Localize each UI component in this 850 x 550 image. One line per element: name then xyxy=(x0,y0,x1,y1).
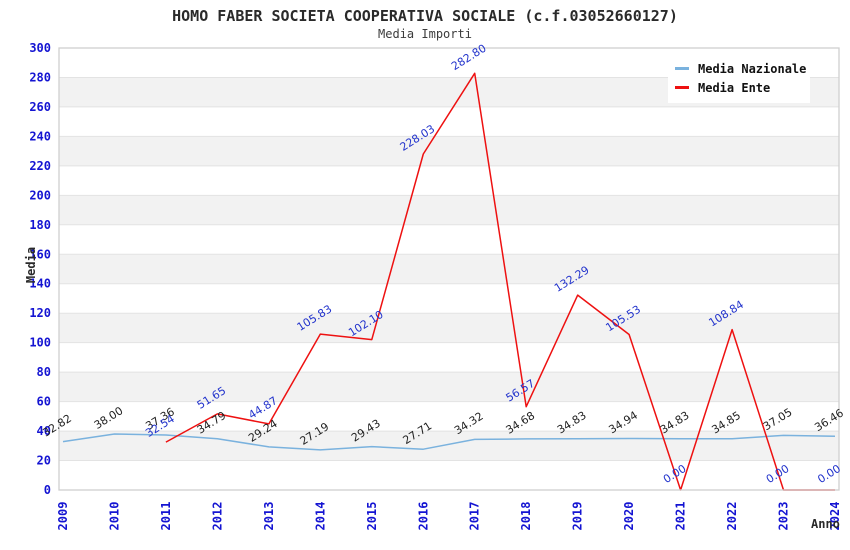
plot-band xyxy=(59,224,839,255)
y-tick-label: 100 xyxy=(29,336,51,350)
legend: Media Nazionale Media Ente xyxy=(668,55,810,103)
plot-band xyxy=(59,372,839,402)
y-tick-label: 240 xyxy=(29,129,51,143)
y-tick-label: 140 xyxy=(29,277,51,291)
y-tick-label: 160 xyxy=(29,247,51,261)
page-title: HOMO FABER SOCIETA COOPERATIVA SOCIALE (… xyxy=(172,7,678,25)
y-tick-label: 40 xyxy=(37,424,51,438)
y-tick-label: 280 xyxy=(29,70,51,84)
legend-item-media-nazionale: Media Nazionale xyxy=(668,59,810,78)
y-tick-label: 20 xyxy=(37,454,51,468)
y-tick-label: 200 xyxy=(29,188,51,202)
x-tick-label: 2017 xyxy=(468,502,482,531)
legend-swatch-media-nazionale-icon xyxy=(675,67,689,70)
plot-band xyxy=(59,460,839,490)
x-tick-label: 2013 xyxy=(262,502,276,531)
x-tick-label: 2011 xyxy=(159,502,173,531)
x-tick-label: 2022 xyxy=(725,502,739,531)
x-tick-label: 2019 xyxy=(571,502,585,531)
x-tick-label: 2024 xyxy=(828,502,842,531)
plot-band xyxy=(59,195,839,225)
y-tick-label: 260 xyxy=(29,100,51,114)
x-tick-label: 2018 xyxy=(519,502,533,531)
y-tick-label: 180 xyxy=(29,218,51,232)
plot-band xyxy=(59,313,839,343)
y-tick-label: 80 xyxy=(37,365,51,379)
x-tick-label: 2015 xyxy=(365,502,379,531)
series-line-media-ente xyxy=(165,72,835,491)
x-axis-title: Anno xyxy=(811,517,840,531)
legend-label: Media Nazionale xyxy=(698,61,807,76)
x-tick-label: 2023 xyxy=(777,502,791,531)
y-axis-title: Media xyxy=(24,246,38,284)
y-tick-label: 0 xyxy=(44,483,51,497)
x-tick-label: 2009 xyxy=(56,502,70,531)
x-tick-label: 2021 xyxy=(674,502,688,531)
x-tick-label: 2014 xyxy=(313,502,327,531)
series-line-media-nazionale xyxy=(62,433,836,451)
plot-band xyxy=(59,342,839,373)
y-tick-label: 120 xyxy=(29,306,51,320)
x-tick-label: 2016 xyxy=(416,502,430,531)
x-tick-label: 2020 xyxy=(622,502,636,531)
plot-band xyxy=(59,106,839,137)
legend-item-media-ente: Media Ente xyxy=(668,78,810,97)
plot-band xyxy=(59,283,839,314)
legend-swatch-media-ente-icon xyxy=(675,86,689,89)
plot-border xyxy=(58,47,840,491)
x-tick-label: 2010 xyxy=(107,502,121,531)
y-tick-label: 60 xyxy=(37,395,51,409)
plot-band xyxy=(59,401,839,432)
plot-band xyxy=(59,254,839,284)
page-subtitle: Media Importi xyxy=(378,27,472,41)
y-tick-label: 220 xyxy=(29,159,51,173)
plot-band xyxy=(59,136,839,166)
plot-band xyxy=(59,165,839,196)
y-tick-label: 300 xyxy=(29,41,51,55)
x-tick-label: 2012 xyxy=(210,502,224,531)
legend-label: Media Ente xyxy=(698,80,771,95)
